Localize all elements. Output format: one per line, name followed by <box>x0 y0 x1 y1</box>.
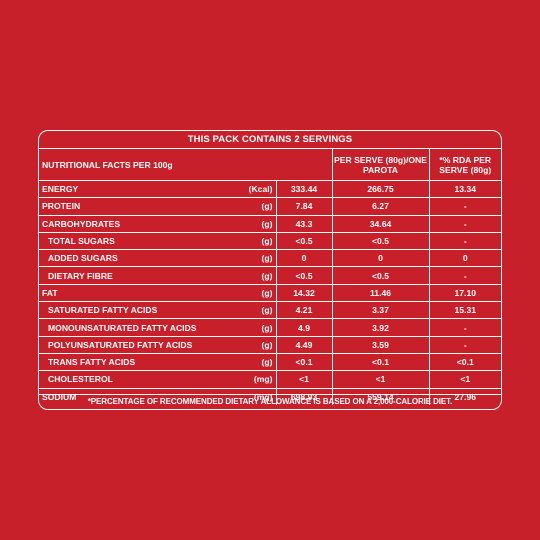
nutrient-per-serve: 3.92 <box>332 318 430 337</box>
nutrient-name: TRANS FATTY ACIDS <box>39 353 239 372</box>
nutrient-unit: (g) <box>239 215 277 233</box>
nutrient-rda: - <box>429 318 501 337</box>
nutrient-per-100g: 333.44 <box>276 180 333 199</box>
nutrient-name: MONOUNSATURATED FATTY ACIDS <box>39 318 239 337</box>
nutrient-per-serve: 559.14 <box>332 388 430 405</box>
nutrient-row: POLYUNSATURATED FATTY ACIDS (g) 4.49 3.59- <box>39 336 501 354</box>
nutrient-per-100g: 4.21 <box>276 301 333 320</box>
nutrient-rda: - <box>429 197 501 216</box>
nutrient-rda: - <box>429 336 501 354</box>
nutrient-rda: - <box>429 215 501 233</box>
nutrient-name: TOTAL SUGARS <box>39 232 239 251</box>
rda-footnote: *PERCENTAGE OF RECOMMENDED DIETARY ALLOW… <box>39 394 501 409</box>
nutrient-row: PROTEIN (g) 7.84 6.27- <box>39 197 501 216</box>
nutrient-row: TRANS FATTY ACIDS (g) <0.1 <0.1 <0.1 <box>39 353 501 372</box>
nutrient-per-serve: <0.5 <box>332 232 430 251</box>
nutrient-row: SATURATED FATTY ACIDS (g) 4.21 3.37 15.31 <box>39 301 501 320</box>
nutrient-per-serve: <1 <box>332 370 430 389</box>
nutrient-per-serve: 3.59 <box>332 336 430 354</box>
nutrient-rda: - <box>429 266 501 285</box>
table-header-row: NUTRITIONAL FACTS PER 100g PER SERVE (80… <box>39 149 501 181</box>
nutrient-rda: - <box>429 232 501 251</box>
header-nutritional-facts: NUTRITIONAL FACTS PER 100g <box>39 149 333 181</box>
nutrient-per-100g: <0.1 <box>276 353 333 372</box>
nutrient-row: CHOLESTEROL (mg) <1 <1 <1 <box>39 370 501 389</box>
nutrient-name: DIETARY FIBRE <box>39 266 239 285</box>
header-per-serve: PER SERVE (80g)/ONE PAROTA <box>332 149 430 181</box>
nutrient-row: CARBOHYDRATES (g) 43.3 34.64- <box>39 215 501 233</box>
nutrient-name: ADDED SUGARS <box>39 249 239 268</box>
nutrient-per-serve: <0.1 <box>332 353 430 372</box>
nutrient-row: SODIUM (mg) 698.93 559.14 27.96 <box>39 388 501 405</box>
nutrient-row: TOTAL SUGARS (g) <0.5 <0.5- <box>39 232 501 251</box>
nutrient-rda: 27.96 <box>454 391 477 402</box>
nutrient-unit: (g) <box>239 232 277 251</box>
nutrient-rda: 15.31 <box>429 301 501 320</box>
nutrient-rda: <1 <box>429 370 501 389</box>
nutrient-per-serve: 11.46 <box>332 284 430 303</box>
nutrient-per-100g: 43.3 <box>276 215 333 233</box>
nutrient-name: POLYUNSATURATED FATTY ACIDS <box>39 336 239 354</box>
nutrient-rda: <0.1 <box>429 353 501 372</box>
header-rda: *% RDA PER SERVE (80g) <box>429 149 501 181</box>
nutrient-row: FAT (g) 14.32 11.46 17.10 <box>39 284 501 303</box>
nutrient-per-100g: 7.84 <box>276 197 333 216</box>
nutrient-per-serve: 34.64 <box>332 215 430 233</box>
nutrient-unit: (g) <box>239 301 277 320</box>
nutrient-per-100g: <0.5 <box>276 232 333 251</box>
nutrient-per-100g: 0 <box>276 249 333 268</box>
nutrient-unit: (Kcal) <box>239 180 277 199</box>
nutrient-name: SODIUM <box>42 391 77 402</box>
nutrient-unit: (g) <box>239 353 277 372</box>
nutrient-row: ADDED SUGARS (g) 0 0 0 <box>39 249 501 268</box>
nutrient-per-serve: 6.27 <box>332 197 430 216</box>
nutrient-unit: (g) <box>239 336 277 354</box>
nutrition-table: NUTRITIONAL FACTS PER 100g PER SERVE (80… <box>39 149 501 405</box>
nutrient-per-serve: <0.5 <box>332 266 430 285</box>
nutrition-facts-panel: THIS PACK CONTAINS 2 SERVINGS NUTRITIONA… <box>38 130 502 410</box>
nutrient-per-serve: 266.75 <box>332 180 430 199</box>
nutrient-per-100g: 4.9 <box>276 318 333 337</box>
nutrient-rda: 13.34 <box>429 180 501 199</box>
nutrient-per-100g: 14.32 <box>276 284 333 303</box>
nutrient-name: PROTEIN <box>39 197 239 216</box>
nutrient-name: CHOLESTEROL <box>39 370 239 389</box>
nutrient-unit: (g) <box>239 318 277 337</box>
servings-title: THIS PACK CONTAINS 2 SERVINGS <box>39 131 501 149</box>
nutrient-rda: 17.10 <box>429 284 501 303</box>
nutrient-name: CARBOHYDRATES <box>39 215 239 233</box>
nutrient-unit: (g) <box>239 249 277 268</box>
nutrient-unit: (mg) <box>239 388 277 405</box>
nutrient-unit: (mg) <box>239 370 277 389</box>
nutrient-name: SATURATED FATTY ACIDS <box>39 301 239 320</box>
nutrient-per-100g: 4.49 <box>276 336 333 354</box>
nutrient-per-100g: <0.5 <box>276 266 333 285</box>
nutrient-per-serve: 0 <box>332 249 430 268</box>
nutrient-row: ENERGY (Kcal) 333.44 266.75 13.34 <box>39 180 501 199</box>
nutrient-unit: (g) <box>239 284 277 303</box>
nutrient-per-100g: <1 <box>276 370 333 389</box>
nutrient-name: ENERGY <box>39 180 239 199</box>
nutrient-unit: (g) <box>239 197 277 216</box>
nutrient-rda: 0 <box>429 249 501 268</box>
nutrient-row: DIETARY FIBRE (g) <0.5 <0.5- <box>39 266 501 285</box>
nutrient-per-serve: 3.37 <box>332 301 430 320</box>
nutrient-name: FAT <box>39 284 239 303</box>
nutrient-per-100g: 698.93 <box>276 388 333 405</box>
nutrient-unit: (g) <box>239 266 277 285</box>
nutrient-row: MONOUNSATURATED FATTY ACIDS (g) 4.9 3.92- <box>39 318 501 337</box>
